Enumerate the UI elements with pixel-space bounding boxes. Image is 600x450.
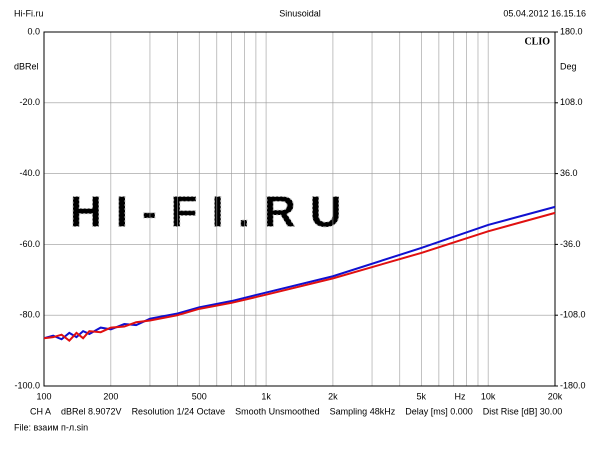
file-name: File: взаим п-л.sin — [14, 422, 88, 432]
watermark: HI-FI.RU — [70, 188, 356, 237]
y-tick-label: 0.0 — [27, 26, 40, 36]
footer-item: Resolution 1/24 Octave — [132, 406, 226, 416]
header-left: Hi-Fi.ru — [14, 8, 44, 18]
footer-item: Smooth Unsmoothed — [235, 406, 320, 416]
brand: CLIO — [524, 36, 550, 47]
footer-item: CH A — [30, 406, 51, 416]
x-tick-label: 5k — [417, 391, 427, 401]
y-tick-label: -60.0 — [19, 239, 40, 249]
footer-item: Sampling 48kHz — [330, 406, 396, 416]
footer-item: Dist Rise [dB] 30.00 — [483, 406, 563, 416]
y-tick-label: -20.0 — [19, 97, 40, 107]
x-tick-label: 500 — [192, 391, 207, 401]
y-axis-label: dBRel — [14, 61, 39, 71]
y2-tick-label: 180.0 — [560, 26, 583, 36]
footer-item: Delay [ms] 0.000 — [405, 406, 473, 416]
y2-tick-label: 36.0 — [560, 168, 578, 178]
x-tick-label: 1k — [261, 391, 271, 401]
y2-tick-label: -36.0 — [560, 239, 581, 249]
y2-axis-label: Deg — [560, 61, 577, 71]
y2-tick-label: -108.0 — [560, 310, 586, 320]
x-tick-label: 100 — [36, 391, 51, 401]
footer-item: dBRel 8.9072V — [61, 406, 122, 416]
x-tick-label: 2k — [328, 391, 338, 401]
chart-title: Sinusoidal — [279, 8, 321, 18]
x-tick-label: 200 — [103, 391, 118, 401]
plot-border — [43, 31, 556, 387]
data-line — [43, 211, 556, 343]
y2-tick-label: -180.0 — [560, 380, 586, 390]
x-axis-label: Hz — [455, 391, 466, 401]
header-right: 05.04.2012 16.15.16 — [503, 8, 586, 18]
y2-tick-label: 108.0 — [560, 97, 583, 107]
y-tick-label: -100.0 — [14, 380, 40, 390]
x-tick-label: 20k — [548, 391, 563, 401]
y-tick-label: -80.0 — [19, 310, 40, 320]
x-tick-label: 10k — [481, 391, 496, 401]
y-tick-label: -40.0 — [19, 168, 40, 178]
